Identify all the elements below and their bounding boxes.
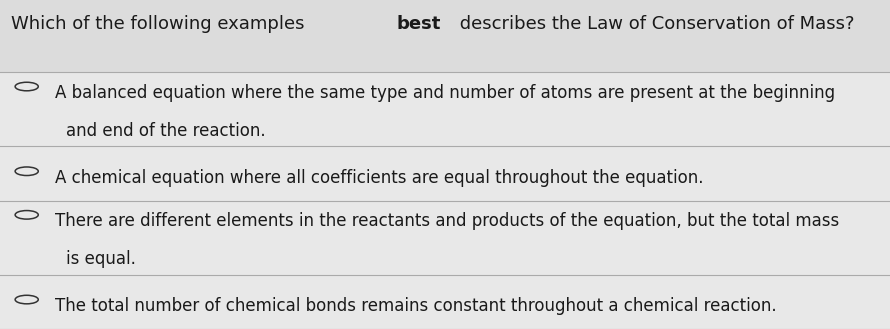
- Text: Which of the following examples: Which of the following examples: [11, 15, 310, 33]
- Text: The total number of chemical bonds remains constant throughout a chemical reacti: The total number of chemical bonds remai…: [55, 297, 777, 315]
- Text: best: best: [397, 15, 441, 33]
- Text: A chemical equation where all coefficients are equal throughout the equation.: A chemical equation where all coefficien…: [55, 168, 704, 187]
- Text: and end of the reaction.: and end of the reaction.: [66, 122, 265, 140]
- Text: A balanced equation where the same type and number of atoms are present at the b: A balanced equation where the same type …: [55, 84, 836, 102]
- Text: describes the Law of Conservation of Mass?: describes the Law of Conservation of Mas…: [454, 15, 854, 33]
- Text: There are different elements in the reactants and products of the equation, but : There are different elements in the reac…: [55, 212, 839, 230]
- FancyBboxPatch shape: [0, 72, 890, 329]
- FancyBboxPatch shape: [0, 0, 890, 72]
- Text: is equal.: is equal.: [66, 250, 136, 268]
